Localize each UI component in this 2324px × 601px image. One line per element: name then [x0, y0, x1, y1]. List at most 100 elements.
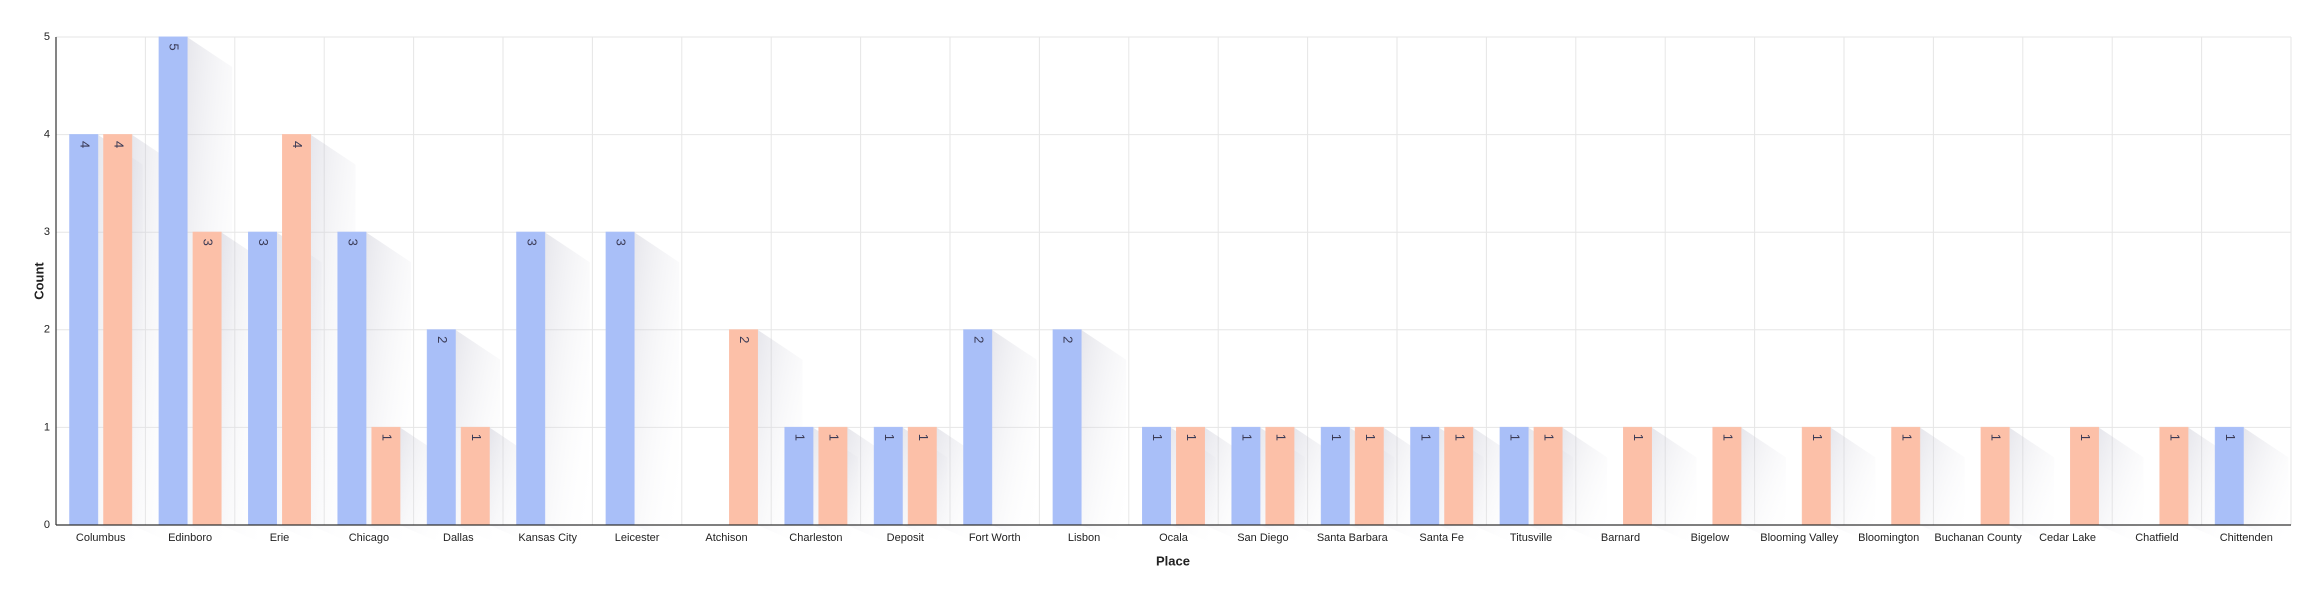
bar-shadow: [1562, 427, 1608, 545]
bar: [1265, 426, 1295, 526]
bar: [158, 36, 188, 526]
bar: [248, 231, 277, 526]
y-tick-label: 5: [44, 31, 50, 43]
bar: [1891, 426, 1921, 526]
value-label: 1: [1899, 434, 1914, 441]
bar: [2070, 426, 2099, 526]
bar: [784, 426, 814, 526]
bar: [2159, 426, 2189, 526]
x-tick-label: Buchanan County: [1934, 532, 2022, 544]
value-label: 1: [469, 434, 484, 441]
bar: [1533, 426, 1563, 526]
bar: [1354, 426, 1384, 526]
value-label: 3: [256, 239, 271, 246]
x-tick-label: Deposit: [887, 532, 924, 544]
x-tick-label: Ocala: [1159, 532, 1189, 544]
value-label: 1: [2223, 434, 2238, 441]
bar: [605, 231, 635, 526]
x-tick-label: Charleston: [789, 532, 842, 544]
bar: [282, 134, 311, 526]
value-label: 1: [916, 434, 931, 441]
x-tick-label: Atchison: [705, 532, 747, 544]
value-label: 1: [826, 434, 841, 441]
x-tick-label: Kansas City: [518, 532, 577, 544]
value-label: 1: [882, 434, 897, 441]
bar-shadow: [1081, 329, 1127, 545]
value-label: 3: [345, 239, 360, 246]
value-label: 1: [792, 434, 807, 441]
bar-shadow: [2009, 427, 2055, 545]
y-tick-label: 1: [44, 421, 50, 433]
bar: [1052, 329, 1082, 526]
bar: [1142, 426, 1171, 526]
bar: [963, 329, 993, 526]
value-label: 1: [1810, 434, 1825, 441]
y-tick-label: 0: [44, 519, 50, 531]
value-label: 3: [201, 239, 216, 246]
bar: [1623, 426, 1652, 526]
value-label: 4: [290, 141, 305, 148]
y-axis-title: Count: [31, 262, 46, 300]
bar: [2214, 426, 2244, 526]
x-tick-label: Santa Barbara: [1317, 532, 1389, 544]
x-tick-label: Columbus: [76, 532, 126, 544]
y-tick-label: 2: [44, 324, 50, 336]
bar: [337, 231, 367, 526]
value-label: 1: [1184, 434, 1199, 441]
value-label: 4: [77, 141, 92, 148]
bar: [1176, 426, 1205, 526]
x-tick-label: Lisbon: [1068, 532, 1100, 544]
x-tick-label: Chittenden: [2220, 532, 2273, 544]
value-label: 1: [1329, 434, 1344, 441]
y-tick-label: 4: [44, 129, 50, 141]
bar-shadow: [2243, 427, 2289, 545]
bar: [1320, 426, 1350, 526]
value-label: 1: [2078, 434, 2093, 441]
value-label: 1: [1542, 434, 1557, 441]
x-tick-label: Leicester: [615, 532, 660, 544]
value-label: 1: [1989, 434, 2004, 441]
value-label: 1: [1418, 434, 1433, 441]
x-tick-label: Barnard: [1601, 532, 1640, 544]
value-label: 4: [111, 141, 126, 148]
x-tick-label: Titusville: [1510, 532, 1552, 544]
x-tick-label: Blooming Valley: [1760, 532, 1839, 544]
bar: [729, 329, 758, 526]
bar: [69, 134, 99, 526]
bar-shadow: [2098, 427, 2144, 545]
bar: [1801, 426, 1831, 526]
value-label: 1: [379, 434, 394, 441]
value-label: 1: [2167, 434, 2182, 441]
bar-shadow: [1830, 427, 1876, 545]
bar-shadow: [1919, 427, 1965, 545]
bar: [1712, 426, 1742, 526]
x-tick-label: Santa Fe: [1419, 532, 1464, 544]
bar-shadow: [1651, 427, 1697, 545]
value-label: 5: [167, 43, 182, 50]
x-tick-label: Edinboro: [168, 532, 212, 544]
value-label: 1: [1720, 434, 1735, 441]
bar: [818, 426, 848, 526]
value-label: 2: [1061, 336, 1076, 343]
bar: [1499, 426, 1529, 526]
value-label: 2: [435, 336, 450, 343]
bar: [1231, 426, 1261, 526]
value-label: 1: [1150, 434, 1165, 441]
x-axis-title: Place: [1156, 553, 1190, 568]
value-label: 1: [1239, 434, 1254, 441]
bar: [1980, 426, 2010, 526]
x-tick-label: San Diego: [1237, 532, 1288, 544]
bar: [103, 134, 133, 526]
x-tick-label: Dallas: [443, 532, 474, 544]
bar: [460, 426, 490, 526]
bar: [192, 231, 222, 526]
value-label: 1: [1452, 434, 1467, 441]
value-label: 1: [1363, 434, 1378, 441]
value-label: 3: [614, 239, 629, 246]
bar: [371, 426, 401, 526]
bar: [1410, 426, 1440, 526]
x-tick-label: Fort Worth: [969, 532, 1021, 544]
x-tick-label: Bloomington: [1858, 532, 1919, 544]
bar-shadow: [634, 232, 680, 545]
bar-shadow: [1740, 427, 1786, 545]
